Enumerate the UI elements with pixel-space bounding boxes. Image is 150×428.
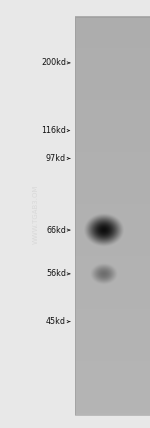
Text: 66kd: 66kd <box>46 226 66 235</box>
Text: WWW.TGAB3.OM: WWW.TGAB3.OM <box>33 184 39 244</box>
Text: 97kd: 97kd <box>46 154 66 163</box>
Text: 200kd: 200kd <box>41 58 66 67</box>
Text: 56kd: 56kd <box>46 269 66 278</box>
Bar <box>75 17 150 415</box>
Text: 116kd: 116kd <box>41 126 66 135</box>
Text: 45kd: 45kd <box>46 317 66 326</box>
